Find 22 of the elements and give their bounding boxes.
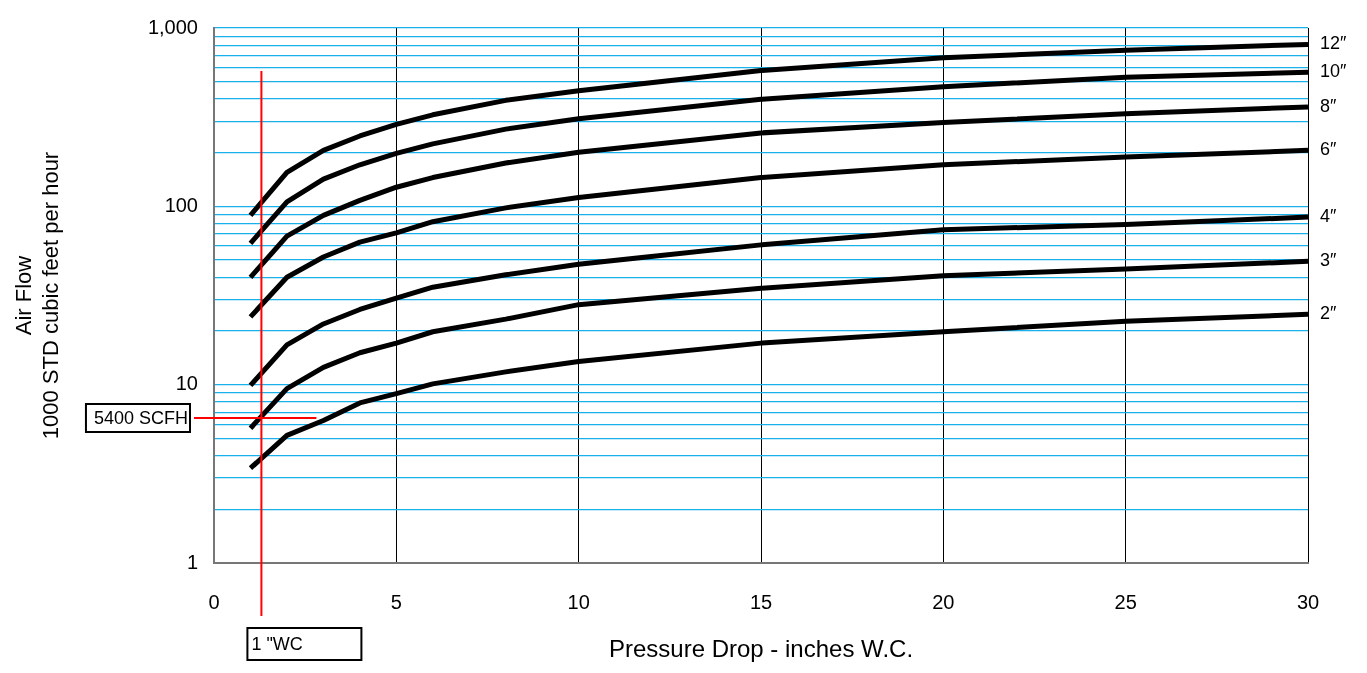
series-label: 6″ [1320, 139, 1338, 160]
y-tick-label: 1,000 [147, 15, 198, 38]
y-tick-label: 100 [164, 193, 198, 216]
y-tick-label: 1 [186, 550, 198, 573]
ref-line-label: 5400 SCFH [93, 408, 188, 428]
series-label: 12″ [1320, 33, 1348, 54]
y-tick-label: 10 [175, 372, 198, 395]
ref-line-label: 1 "WC [251, 633, 303, 654]
series-label: 4″ [1320, 206, 1338, 227]
x-tick-label: 20 [932, 590, 955, 613]
series-label: 2″ [1320, 303, 1338, 324]
x-tick-label: 30 [1296, 590, 1320, 613]
x-tick-label: 0 [208, 590, 220, 613]
y-axis-title: Air Flow 1000 STD cubic feet per hour [11, 151, 63, 440]
x-tick-label: 5 [390, 590, 402, 613]
x-tick-label: 10 [567, 590, 590, 613]
series-label: 10″ [1320, 61, 1348, 82]
x-tick-label: 25 [1114, 590, 1137, 613]
series-label: 8″ [1320, 95, 1338, 116]
x-axis-title: Pressure Drop - inches W.C. [608, 635, 914, 663]
series-label: 3″ [1320, 250, 1338, 271]
x-tick-label: 15 [749, 590, 773, 613]
